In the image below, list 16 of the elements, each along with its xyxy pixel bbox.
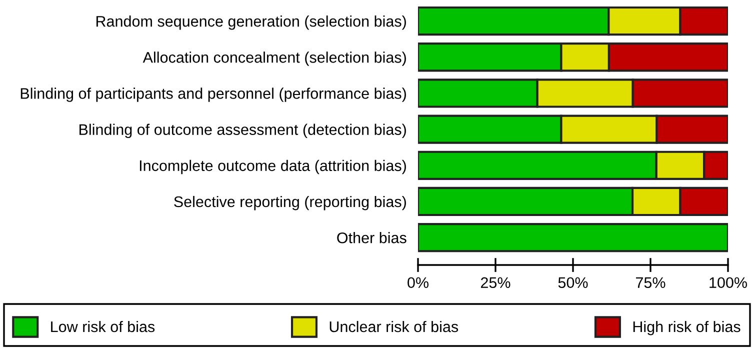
y-tick-label: Blinding of outcome assessment (detection bias) bbox=[80, 124, 406, 138]
legend-label: Unclear risk of bias bbox=[330, 320, 458, 332]
bar bbox=[418, 222, 728, 252]
legend-label: Low risk of bias bbox=[51, 320, 155, 332]
y-tick-label: Random sequence generation (selection bias) bbox=[96, 16, 406, 30]
legend-label: High risk of bias bbox=[633, 320, 740, 336]
x-tick-label: 100% bbox=[710, 277, 747, 288]
x-tick-label: 0% bbox=[408, 277, 428, 288]
y-tick-label: Other bias bbox=[337, 232, 406, 244]
y-tick-label: Allocation concealment (selection bias) bbox=[142, 52, 406, 66]
x-tick-label: 75% bbox=[636, 277, 666, 288]
x-tick-label: 50% bbox=[558, 277, 588, 288]
y-tick-label: Incomplete outcome data (attrition bias) bbox=[140, 160, 406, 174]
x-tick-label: 25% bbox=[480, 277, 510, 288]
y-tick-label: Selective reporting (reporting bias) bbox=[174, 196, 406, 210]
y-tick-label: Blinding of participants and personnel (performance bias) bbox=[20, 88, 406, 102]
